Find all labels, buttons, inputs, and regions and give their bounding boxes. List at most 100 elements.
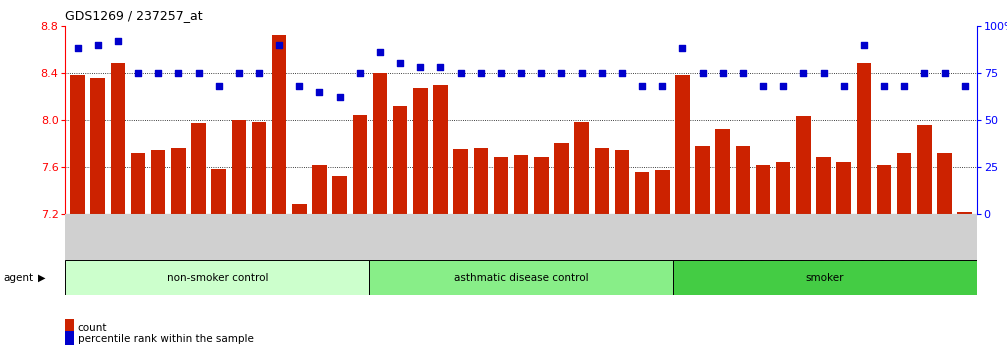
Point [271, 42, 287, 48]
Bar [171, 148, 185, 214]
Point [351, 70, 368, 76]
Text: percentile rank within the sample: percentile rank within the sample [78, 334, 254, 344]
Bar [897, 153, 911, 214]
Bar [473, 148, 488, 214]
Bar [332, 176, 347, 214]
Point [170, 70, 186, 76]
Bar [673, 260, 977, 295]
Point [231, 70, 247, 76]
Text: GDS1269 / 237257_at: GDS1269 / 237257_at [65, 9, 203, 22]
Point [251, 70, 267, 76]
Bar [65, 260, 370, 295]
Bar [655, 170, 670, 214]
Bar [370, 260, 673, 295]
Point [372, 49, 388, 55]
Bar [493, 158, 509, 214]
Bar [292, 205, 306, 214]
Bar [111, 63, 125, 214]
Bar [393, 106, 408, 214]
Point [634, 83, 651, 89]
Bar [958, 211, 972, 214]
Bar [837, 162, 851, 214]
Point [554, 70, 570, 76]
Bar [776, 162, 790, 214]
Point [755, 83, 771, 89]
Bar [70, 75, 85, 214]
Point [291, 83, 307, 89]
Text: smoker: smoker [806, 273, 844, 283]
Bar [716, 129, 730, 214]
Point [856, 42, 872, 48]
Point [695, 70, 711, 76]
Bar [756, 165, 770, 214]
Text: asthmatic disease control: asthmatic disease control [454, 273, 588, 283]
Bar [736, 146, 750, 214]
Bar [877, 165, 891, 214]
Bar [151, 150, 165, 214]
Bar [514, 155, 529, 214]
Bar [857, 63, 871, 214]
Bar [453, 149, 468, 214]
Text: count: count [78, 323, 107, 333]
Point [796, 70, 812, 76]
Bar [413, 88, 428, 214]
Bar [312, 165, 326, 214]
Bar [594, 148, 609, 214]
Point [210, 83, 227, 89]
Bar [91, 78, 105, 214]
Point [392, 61, 408, 66]
Point [896, 83, 912, 89]
Point [937, 70, 953, 76]
Point [190, 70, 206, 76]
Bar [817, 158, 831, 214]
Bar [574, 122, 589, 214]
Point [836, 83, 852, 89]
Point [90, 42, 106, 48]
Point [492, 70, 509, 76]
Bar [917, 125, 931, 214]
Text: agent: agent [3, 273, 33, 283]
Bar [614, 150, 629, 214]
Bar [191, 124, 205, 214]
Point [614, 70, 630, 76]
Point [130, 70, 146, 76]
Bar [232, 120, 246, 214]
Point [412, 65, 428, 70]
Bar [797, 116, 811, 214]
Point [331, 95, 347, 100]
Point [715, 70, 731, 76]
Bar [938, 153, 952, 214]
Bar [695, 146, 710, 214]
Bar [373, 73, 388, 214]
Point [472, 70, 488, 76]
Point [816, 70, 832, 76]
Point [69, 46, 86, 51]
Bar [131, 153, 145, 214]
Text: ▶: ▶ [38, 273, 45, 283]
Point [876, 83, 892, 89]
Bar [554, 144, 569, 214]
Point [735, 70, 751, 76]
Text: non-smoker control: non-smoker control [166, 273, 268, 283]
Point [916, 70, 932, 76]
Point [534, 70, 550, 76]
Point [150, 70, 166, 76]
Bar [211, 169, 226, 214]
Bar [634, 171, 650, 214]
Point [110, 38, 126, 44]
Point [675, 46, 691, 51]
Point [775, 83, 792, 89]
Bar [352, 115, 368, 214]
Bar [433, 85, 448, 214]
Bar [534, 158, 549, 214]
Point [957, 83, 973, 89]
Bar [252, 122, 266, 214]
Point [574, 70, 590, 76]
Point [311, 89, 327, 95]
Bar [675, 75, 690, 214]
Point [594, 70, 610, 76]
Point [432, 65, 448, 70]
Bar [272, 35, 286, 214]
Point [513, 70, 530, 76]
Point [655, 83, 671, 89]
